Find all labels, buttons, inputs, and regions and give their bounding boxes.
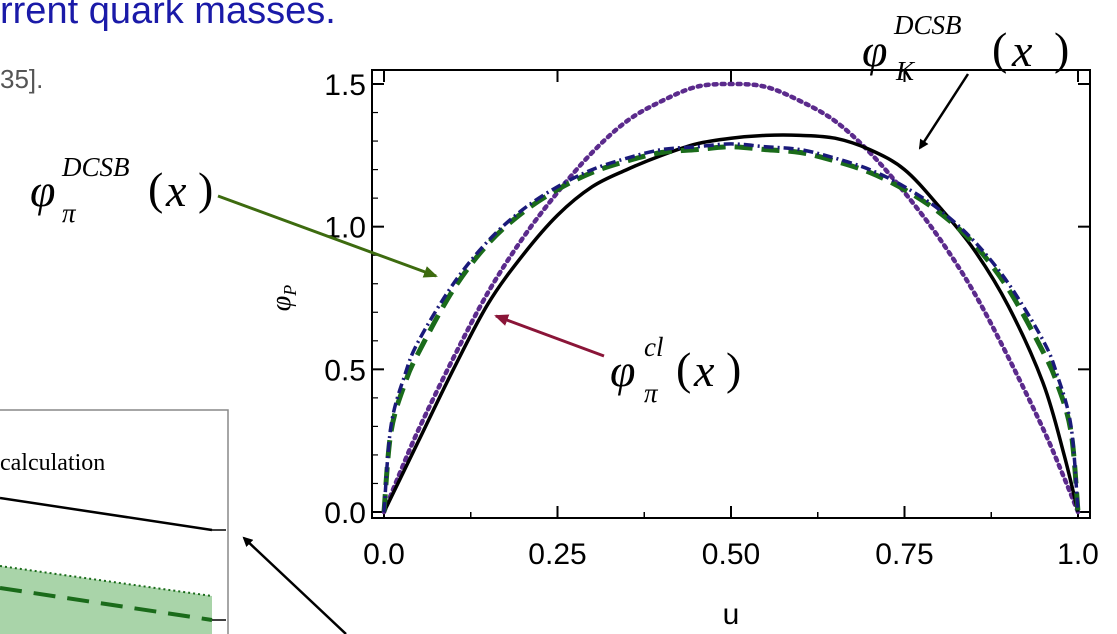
series-line-kaon xyxy=(382,133,1080,513)
annotation-kaon-dcsb: φ DCSB K ( x ) xyxy=(862,10,1069,86)
pion-cl-subscript: π xyxy=(644,378,659,408)
pion-dcsb-superscript: DCSB xyxy=(61,152,130,182)
svg-text:(: ( xyxy=(992,23,1007,74)
annotation-pion-dcsb: φ DCSB π ( x ) xyxy=(30,152,213,228)
svg-text:(: ( xyxy=(148,163,163,214)
x-tick-label: 0.50 xyxy=(702,538,760,571)
y-tick-label: 1.5 xyxy=(324,69,366,102)
series-line-pion-dcsb xyxy=(381,144,1081,513)
y-tick-label: 1.0 xyxy=(324,212,366,245)
svg-text:): ) xyxy=(1054,23,1069,74)
series-line-pion-cl xyxy=(382,142,1080,513)
pion-cl-symbol: φ xyxy=(610,345,635,396)
slide-title: rrent quark masses. xyxy=(0,0,336,32)
kaon-arrow xyxy=(918,73,970,150)
x-axis: 0.0 0.25 0.50 0.75 1.0 xyxy=(363,70,1099,571)
kaon-symbol: φ xyxy=(862,25,887,76)
x-tick-label: 0.25 xyxy=(528,538,586,571)
svg-text:(: ( xyxy=(676,343,691,394)
annotation-pion-cl: φ cl π ( x ) xyxy=(610,332,741,408)
kaon-argument: x xyxy=(1011,25,1033,76)
y-tick-label: 0.5 xyxy=(324,354,366,387)
inset-chart: calculation xyxy=(0,409,229,634)
plot-area: 0.0 0.25 0.50 0.75 1.0 0.0 0.5 1.0 1.5 u φP xyxy=(266,69,1099,631)
inset-solid-line xyxy=(0,496,213,532)
pion-dcsb-symbol: φ xyxy=(30,165,55,216)
pion-dcsb-argument: x xyxy=(165,165,187,216)
y-axis-label: φP xyxy=(266,285,300,312)
series-line-asymptotic xyxy=(381,81,1081,515)
x-axis-label: u xyxy=(723,598,740,631)
kaon-superscript: DCSB xyxy=(893,10,962,40)
inset-label: calculation xyxy=(0,450,105,476)
x-tick-label: 0.0 xyxy=(363,538,405,571)
kaon-subscript: K xyxy=(895,56,916,86)
svg-text:): ) xyxy=(726,343,741,394)
inset-arrow xyxy=(242,536,347,634)
series-layer xyxy=(381,81,1081,515)
pion-cl-arrow xyxy=(494,314,605,358)
pion-cl-superscript: cl xyxy=(644,332,664,362)
inset-band-upper xyxy=(0,565,213,597)
inset-band xyxy=(0,566,212,634)
pion-cl-argument: x xyxy=(693,345,715,396)
x-tick-label: 1.0 xyxy=(1057,538,1099,571)
slide-reference: 35]. xyxy=(0,64,44,94)
pion-dcsb-subscript: π xyxy=(62,198,77,228)
y-axis: 0.0 0.5 1.0 1.5 xyxy=(324,69,1090,530)
svg-text:): ) xyxy=(198,163,213,214)
y-tick-label: 0.0 xyxy=(324,497,366,530)
x-tick-label: 0.75 xyxy=(875,538,933,571)
inset-dashed-line xyxy=(0,586,213,622)
pion-dcsb-arrow xyxy=(217,194,438,278)
